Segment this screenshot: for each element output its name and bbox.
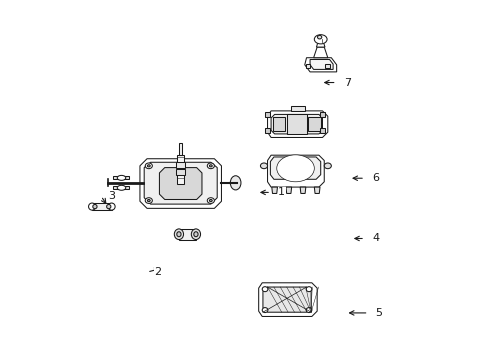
Ellipse shape	[276, 155, 314, 182]
Polygon shape	[290, 105, 304, 111]
Ellipse shape	[280, 157, 310, 179]
Ellipse shape	[207, 163, 214, 168]
Ellipse shape	[106, 204, 111, 209]
Ellipse shape	[260, 163, 267, 168]
Ellipse shape	[290, 165, 300, 172]
Ellipse shape	[174, 229, 183, 239]
Ellipse shape	[324, 163, 331, 168]
Polygon shape	[113, 186, 129, 189]
Ellipse shape	[207, 198, 214, 203]
Polygon shape	[325, 64, 329, 68]
Ellipse shape	[209, 165, 212, 167]
Polygon shape	[144, 162, 217, 204]
Polygon shape	[265, 128, 269, 132]
Ellipse shape	[191, 229, 200, 239]
Ellipse shape	[262, 307, 267, 312]
Polygon shape	[176, 169, 184, 175]
Polygon shape	[177, 155, 184, 184]
Polygon shape	[320, 112, 324, 117]
Polygon shape	[159, 168, 202, 199]
Ellipse shape	[177, 232, 181, 237]
Polygon shape	[265, 112, 269, 117]
Polygon shape	[286, 114, 306, 134]
Polygon shape	[320, 128, 324, 132]
Polygon shape	[176, 162, 184, 168]
Ellipse shape	[193, 232, 198, 237]
Polygon shape	[314, 187, 319, 193]
Polygon shape	[271, 187, 277, 193]
Polygon shape	[258, 283, 317, 316]
Text: 3: 3	[108, 191, 115, 201]
Ellipse shape	[93, 204, 97, 209]
Ellipse shape	[314, 35, 326, 44]
Polygon shape	[270, 157, 320, 179]
Ellipse shape	[262, 287, 267, 292]
Polygon shape	[300, 187, 305, 193]
Ellipse shape	[145, 163, 152, 168]
Polygon shape	[113, 176, 129, 179]
Polygon shape	[267, 155, 324, 187]
Polygon shape	[92, 203, 111, 210]
Polygon shape	[307, 117, 320, 131]
Ellipse shape	[305, 307, 311, 312]
Ellipse shape	[317, 35, 321, 39]
Text: 4: 4	[371, 234, 379, 243]
Polygon shape	[272, 117, 285, 131]
Polygon shape	[304, 58, 336, 72]
Polygon shape	[305, 64, 309, 68]
Polygon shape	[313, 47, 327, 58]
Text: 1: 1	[278, 188, 285, 197]
Polygon shape	[179, 229, 196, 239]
Text: 5: 5	[375, 308, 382, 318]
Ellipse shape	[147, 199, 150, 202]
Ellipse shape	[287, 162, 303, 174]
Ellipse shape	[108, 203, 115, 210]
Ellipse shape	[147, 165, 150, 167]
Polygon shape	[267, 111, 327, 138]
Ellipse shape	[230, 176, 241, 190]
Polygon shape	[309, 59, 332, 69]
Text: 2: 2	[154, 267, 161, 277]
Ellipse shape	[145, 198, 152, 203]
Polygon shape	[179, 143, 182, 155]
Ellipse shape	[88, 203, 96, 210]
Ellipse shape	[283, 160, 306, 177]
Ellipse shape	[209, 199, 212, 202]
Ellipse shape	[305, 287, 311, 292]
Ellipse shape	[117, 185, 125, 190]
Text: 7: 7	[343, 77, 350, 87]
Polygon shape	[316, 42, 325, 47]
Polygon shape	[140, 159, 221, 208]
Ellipse shape	[117, 175, 125, 180]
Polygon shape	[270, 114, 322, 134]
Polygon shape	[285, 187, 291, 193]
Polygon shape	[263, 287, 310, 312]
Text: 6: 6	[371, 173, 378, 183]
